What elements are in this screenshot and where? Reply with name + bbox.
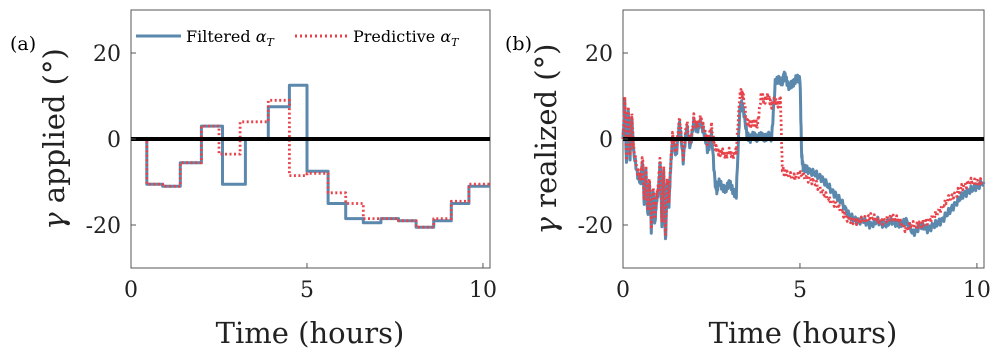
series-predictive-b — [621, 88, 986, 236]
y-tick-label-b: 0 — [599, 128, 613, 153]
y-tick-label-a: -20 — [86, 214, 121, 239]
legend-entry-predictive-symbol: α — [440, 27, 451, 46]
x-tick-label-a: 0 — [124, 278, 138, 303]
x-tick-label-b: 0 — [616, 278, 630, 303]
x-tick-label-a: 5 — [300, 278, 314, 303]
x-tick-label-a: 10 — [469, 278, 497, 303]
series-filtered-a — [131, 83, 490, 229]
y-axis-label-b-text: realized (°) — [529, 44, 563, 217]
panel-label-a: (a) — [10, 33, 36, 55]
y-tick-label-b: -20 — [578, 214, 613, 239]
legend-entry-filtered-label: Filtered — [186, 27, 256, 46]
y-tick-label-a: 20 — [93, 42, 121, 67]
y-tick-label-b: 20 — [585, 42, 613, 67]
panel-a: 0 5 10 -20 0 20 (a) Time (hours) γ applied (°… — [10, 9, 497, 350]
legend-entry-predictive-sub: T — [451, 36, 460, 49]
legend: Filtered αT Predictive αT — [136, 27, 460, 49]
series-filtered-b — [621, 70, 986, 241]
legend-entry-filtered: Filtered αT — [186, 27, 276, 49]
legend-entry-predictive: Predictive αT — [353, 27, 460, 49]
ticks-group-b: 0 5 10 -20 0 20 — [578, 42, 991, 303]
y-tick-label-a: 0 — [107, 128, 121, 153]
x-tick-label-b: 10 — [963, 278, 991, 303]
y-axis-label-a-symbol: γ — [37, 212, 71, 230]
panel-label-b: (b) — [505, 33, 532, 55]
legend-entry-filtered-symbol: α — [256, 27, 267, 46]
x-axis-label-a: Time (hours) — [216, 316, 405, 350]
y-axis-label-b: γ realized (°) — [529, 44, 563, 235]
panel-b: 0 5 10 -20 0 20 (b) Time (hours) γ realized (… — [505, 9, 991, 350]
series-predictive-a — [131, 98, 490, 229]
x-axis-label-b: Time (hours) — [709, 316, 898, 350]
y-axis-label-a: γ applied (°) — [37, 48, 71, 230]
legend-entry-filtered-sub: T — [267, 36, 276, 49]
series-group-a — [131, 83, 490, 229]
y-axis-label-b-symbol: γ — [529, 216, 563, 234]
legend-entry-predictive-label: Predictive — [353, 27, 440, 46]
series-group-b — [621, 70, 986, 241]
y-axis-label-a-text: applied (°) — [37, 48, 71, 212]
ticks-group-a: 0 5 10 -20 0 20 — [86, 42, 497, 303]
x-tick-label-b: 5 — [793, 278, 807, 303]
